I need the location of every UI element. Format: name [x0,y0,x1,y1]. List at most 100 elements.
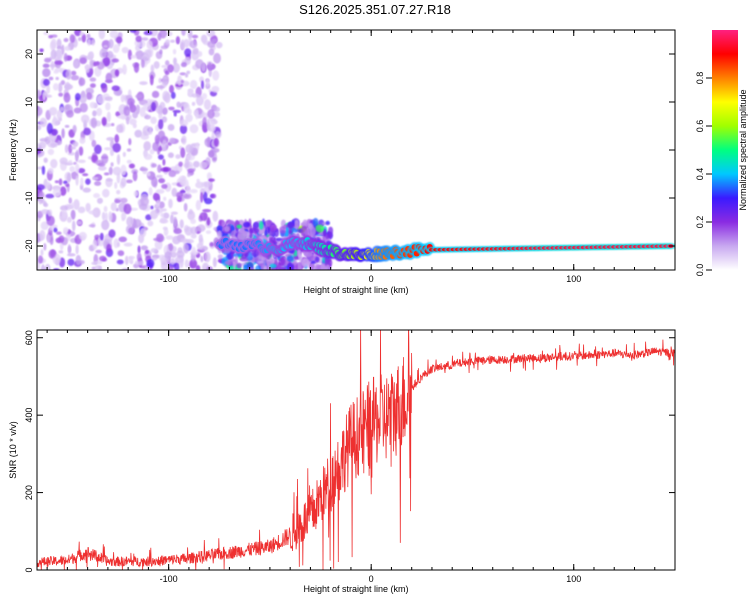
spectrogram-noise-blob [149,74,154,86]
spectrogram-noise-blob [99,48,108,59]
spectrogram-noise-blob [195,264,201,270]
spectrogram-noise-blob [121,267,130,270]
spectrogram-noise-blob [78,93,88,104]
snr-x-ticks: -100 0 100 [46,330,676,584]
spectrogram-noise-blob [129,30,137,33]
x-tick-label: 100 [566,574,581,584]
spectrogram-noise-blob [181,135,187,145]
spectrogram-noise-blob [167,124,175,131]
spectrogram-noise-blob [301,258,310,268]
spectrogram-noise-blob [38,191,45,199]
spectrogram-noise-blob [55,76,59,81]
spectrogram-noise-blob [325,264,331,270]
spectrogram-noise-blob [46,122,53,134]
spectrogram-noise-blob [114,69,120,77]
spectrogram-noise-blob [165,235,174,240]
spectrogram-noise-blob [48,76,54,81]
snr-frame [36,329,676,571]
spectrogram-noise-blob [128,227,134,234]
spectrogram-noise-blob [80,114,90,124]
spectrogram-noise-blob [141,37,149,41]
spectrogram-noise-blob [146,40,153,50]
spectrogram-noise-blob [135,44,141,52]
spectrogram-noise-blob [74,163,80,174]
spectrogram-noise-blob [205,230,212,235]
spectrogram-noise-blob [325,220,330,226]
colorbar-tick-label: 0.6 [695,120,705,133]
y-tick-label: -20 [24,239,34,252]
spectrogram-noise-blob [183,202,188,212]
spectrogram-noise-blob [79,31,85,36]
spectrogram-noise-blob [108,211,113,222]
spectrogram-noise-blob [109,30,119,39]
spectrogram-noise-blob [46,84,51,94]
spectrogram-noise-blob [99,232,104,241]
spectrogram-noise-blob [50,142,57,147]
spectrogram-noise-blob [47,167,54,175]
spectrogram-noise-blob [152,141,160,152]
spectrogram-noise-blob [66,172,71,183]
spectrogram-noise-blob [213,52,221,64]
spectrogram-noise-blob [184,157,190,169]
spectrogram-noise-blob [126,159,132,164]
spectrogram-noise-blob [236,224,242,229]
spectrogram-noise-blob [200,80,205,90]
spectrogram-noise-blob [157,130,166,142]
spectrogram-noise-blob [50,38,57,50]
spectrogram-noise-blob [89,68,94,75]
spectrogram-noise-blob [168,137,176,144]
spectrogram-noise-blob [59,157,68,165]
spectrogram-noise-blob [156,200,161,207]
spectrogram-noise-blob [144,153,153,160]
spectrogram-noise-blob [43,202,49,208]
spectrogram-noise-blob [206,216,211,226]
spectrogram-noise-blob [67,253,76,257]
spectrogram-noise-blob [55,49,63,59]
spectrogram-noise-blob [326,233,333,239]
spectrogram-noise-blob [205,78,210,87]
spectrogram-noise-blob [173,262,180,270]
spectrogram-noise-blob [208,48,215,56]
spectrogram-noise-blob [208,178,215,182]
spectrogram-noise-blob [158,145,163,152]
spectrogram-noise-blob [109,148,114,157]
spectrogram-noise-blob [179,190,186,194]
spectrogram-noise-blob [67,258,75,266]
spectrogram-noise-blob [135,35,142,43]
spectrogram-noise-blob [142,125,152,136]
spectrogram-noise-blob [139,227,147,238]
spectrogram-noise-blob [221,221,226,227]
spectrogram-noise-blob [53,227,58,233]
y-tick-label: 0 [24,567,34,572]
spectrogram-noise-blob [79,137,86,144]
spectrogram-noise-blob [106,50,114,59]
spectrogram-noise-blob [298,262,302,270]
spectrogram-noise-blob [190,233,197,239]
spectrogram-noise-blob [42,63,50,69]
spectrogram-noise-blob [313,263,322,270]
spectrogram-noise-blob [184,259,189,268]
spectrogram-noise-blob [73,107,82,114]
spectrogram-noise-blob [87,52,93,61]
spectrogram-noise-blob [79,102,88,113]
spectrogram-noise-blob [63,180,68,185]
spectrogram-noise-blob [207,136,211,148]
spectrogram-noise-blob [206,172,212,180]
spectrogram-noise-blob [106,243,112,253]
spectrogram-noise-blob [124,255,129,266]
spectrogram-noise-blob [75,244,79,255]
spectrogram-noise-blob [64,104,71,111]
spectrogram-noise-blob [215,41,223,49]
spectrogram-noise-blob [188,208,193,215]
spectrogram-noise-blob [49,236,54,246]
spectrogram-noise-blob [65,183,70,187]
spectrogram-noise-blob [63,227,69,233]
spectrogram-noise-blob [170,39,176,43]
spectrogram-noise-blob [61,128,65,139]
spectrogram-noise-blob [133,218,142,228]
spectrogram-noise-blob [40,266,47,270]
spectrogram-noise-blob [43,157,48,163]
spectrogram-noise-blob [77,168,86,174]
spectrogram-noise-blob [92,176,99,181]
spectrogram-noise-blob [37,184,45,191]
